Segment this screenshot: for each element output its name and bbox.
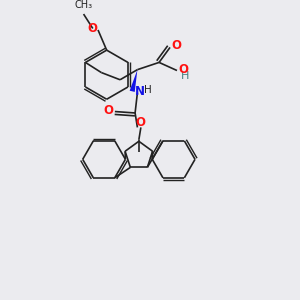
Text: O: O	[88, 22, 98, 35]
Polygon shape	[130, 70, 137, 92]
Text: O: O	[171, 40, 182, 52]
Text: O: O	[103, 103, 113, 117]
Text: H: H	[144, 85, 152, 95]
Text: O: O	[178, 63, 188, 76]
Text: N: N	[135, 85, 145, 98]
Text: H: H	[180, 71, 189, 81]
Text: O: O	[136, 116, 146, 129]
Text: CH₃: CH₃	[74, 0, 93, 10]
